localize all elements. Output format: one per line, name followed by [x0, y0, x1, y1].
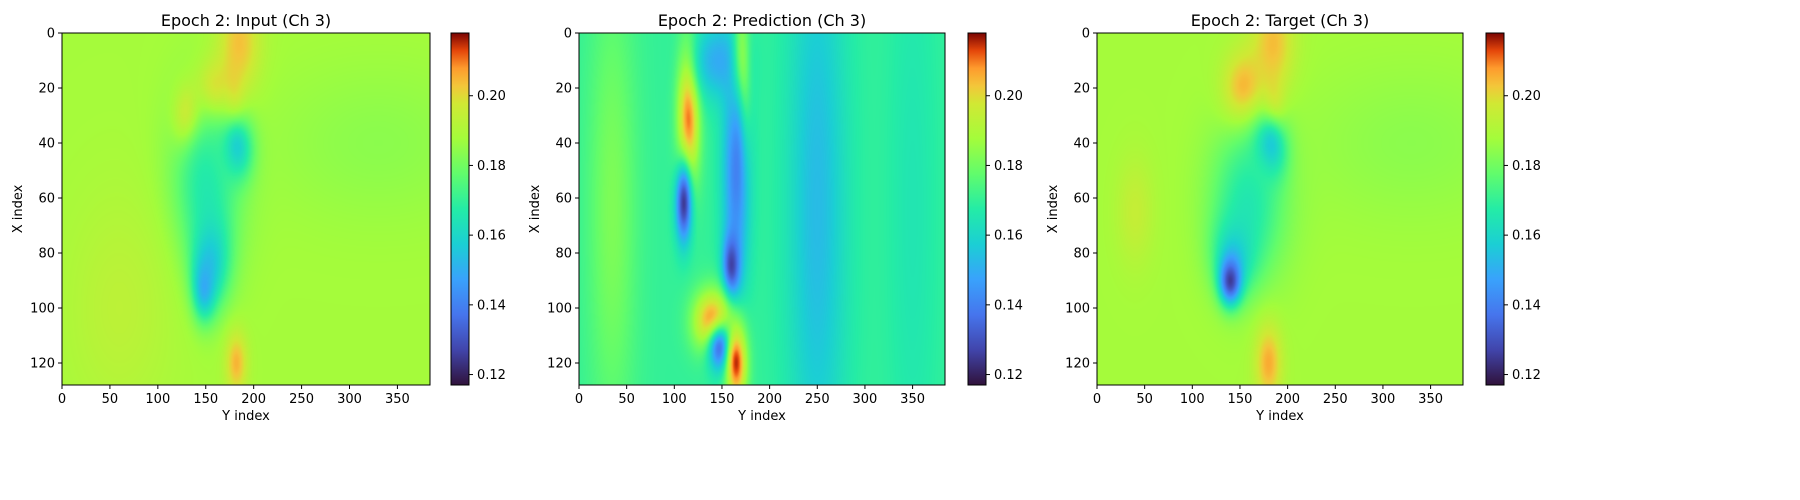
chart-title: Epoch 2: Prediction (Ch 3) — [658, 11, 866, 30]
x-axis-label: Y index — [221, 409, 270, 424]
colorbar-ticks: 0.12 0.14 0.16 0.18 0.20 — [469, 89, 506, 383]
colorbar-tick-label: 0.14 — [1512, 298, 1541, 313]
chart-title: Epoch 2: Input (Ch 3) — [161, 11, 331, 30]
panel-prediction: Epoch 2: Prediction (Ch 3) 0 50 100 150 200 2… — [528, 11, 1023, 424]
y-tick-label: 100 — [30, 302, 55, 317]
x-tick-label: 200 — [757, 392, 782, 407]
x-tick-label: 0 — [575, 392, 583, 407]
colorbar — [451, 33, 469, 385]
x-tick-label: 350 — [385, 392, 410, 407]
y-tick-label: 20 — [555, 82, 572, 97]
x-tick-label: 250 — [1323, 392, 1348, 407]
plot-frame — [1096, 32, 1464, 386]
colorbar-tick-label: 0.20 — [477, 89, 506, 104]
panel-target: Epoch 2: Target (Ch 3) 0 50 100 150 200 250 30… — [1046, 11, 1541, 424]
x-tick-label: 250 — [805, 392, 830, 407]
x-axis-label: Y index — [737, 409, 786, 424]
y-tick-label: 60 — [555, 192, 572, 207]
colorbar-tick-label: 0.12 — [1512, 368, 1541, 383]
x-tick-label: 50 — [1136, 392, 1153, 407]
y-axis-label: X index — [11, 184, 26, 233]
x-tick-label: 350 — [900, 392, 925, 407]
x-axis-label: Y index — [1255, 409, 1304, 424]
y-axis-label: X index — [528, 184, 543, 233]
heatmap-area — [62, 33, 430, 385]
y-tick-label: 120 — [1065, 357, 1090, 372]
x-tick-label: 150 — [1228, 392, 1253, 407]
colorbar-tick-label: 0.18 — [1512, 159, 1541, 174]
x-tick-label: 100 — [1180, 392, 1205, 407]
x-tick-label: 300 — [1371, 392, 1396, 407]
x-tick-label: 200 — [1275, 392, 1300, 407]
x-axis-ticks: 0 50 100 150 200 250 300 350 — [575, 385, 925, 407]
y-tick-label: 40 — [555, 137, 572, 152]
plot-frame — [61, 32, 431, 386]
colorbar-tick-label: 0.16 — [1512, 229, 1541, 244]
x-tick-label: 300 — [337, 392, 362, 407]
y-tick-label: 80 — [555, 247, 572, 262]
y-axis-label: X index — [1046, 184, 1061, 233]
heatmap-area — [579, 33, 945, 385]
x-tick-label: 150 — [710, 392, 735, 407]
colorbar-frame — [967, 32, 987, 386]
colorbar-frame — [1485, 32, 1505, 386]
colorbar-tick-label: 0.16 — [477, 229, 506, 244]
y-tick-label: 80 — [1073, 247, 1090, 262]
x-tick-label: 50 — [618, 392, 635, 407]
x-axis-ticks: 0 50 100 150 200 250 300 350 — [1093, 385, 1443, 407]
colorbar-frame — [450, 32, 470, 386]
x-tick-label: 0 — [58, 392, 66, 407]
y-tick-label: 0 — [1082, 27, 1090, 42]
colorbar-tick-label: 0.14 — [994, 298, 1023, 313]
heatmap-area — [1097, 33, 1463, 385]
x-tick-label: 200 — [241, 392, 266, 407]
chart-title: Epoch 2: Target (Ch 3) — [1191, 11, 1369, 30]
y-tick-label: 0 — [564, 27, 572, 42]
y-tick-label: 100 — [547, 302, 572, 317]
y-tick-label: 120 — [547, 357, 572, 372]
y-tick-label: 20 — [38, 82, 55, 97]
colorbar-tick-label: 0.12 — [994, 368, 1023, 383]
y-tick-label: 60 — [38, 192, 55, 207]
x-tick-label: 50 — [102, 392, 119, 407]
colorbar — [1486, 33, 1504, 385]
y-axis-ticks: 0 20 40 60 80 100 120 — [547, 27, 579, 372]
colorbar-tick-label: 0.16 — [994, 229, 1023, 244]
colorbar-tick-label: 0.14 — [477, 298, 506, 313]
x-tick-label: 100 — [662, 392, 687, 407]
y-tick-label: 120 — [30, 357, 55, 372]
colorbar-tick-label: 0.18 — [994, 159, 1023, 174]
colorbar-ticks: 0.12 0.14 0.16 0.18 0.20 — [986, 89, 1023, 383]
y-tick-label: 40 — [38, 137, 55, 152]
colorbar-ticks: 0.12 0.14 0.16 0.18 0.20 — [1504, 89, 1541, 383]
x-tick-label: 150 — [193, 392, 218, 407]
x-tick-label: 0 — [1093, 392, 1101, 407]
x-tick-label: 300 — [853, 392, 878, 407]
panel-input: Epoch 2: Input (Ch 3) 0 50 100 150 200 250 300… — [11, 11, 506, 424]
x-tick-label: 350 — [1418, 392, 1443, 407]
x-tick-label: 100 — [145, 392, 170, 407]
plot-frame — [578, 32, 946, 386]
x-tick-label: 250 — [289, 392, 314, 407]
y-tick-label: 40 — [1073, 137, 1090, 152]
y-axis-ticks: 0 20 40 60 80 100 120 — [1065, 27, 1097, 372]
y-tick-label: 60 — [1073, 192, 1090, 207]
x-axis-ticks: 0 50 100 150 200 250 300 350 — [58, 385, 410, 407]
y-tick-label: 100 — [1065, 302, 1090, 317]
y-tick-label: 0 — [47, 27, 55, 42]
colorbar-tick-label: 0.18 — [477, 159, 506, 174]
colorbar — [968, 33, 986, 385]
y-tick-label: 20 — [1073, 82, 1090, 97]
colorbar-tick-label: 0.20 — [994, 89, 1023, 104]
y-tick-label: 80 — [38, 247, 55, 262]
colorbar-tick-label: 0.12 — [477, 368, 506, 383]
colorbar-tick-label: 0.20 — [1512, 89, 1541, 104]
y-axis-ticks: 0 20 40 60 80 100 120 — [30, 27, 62, 372]
